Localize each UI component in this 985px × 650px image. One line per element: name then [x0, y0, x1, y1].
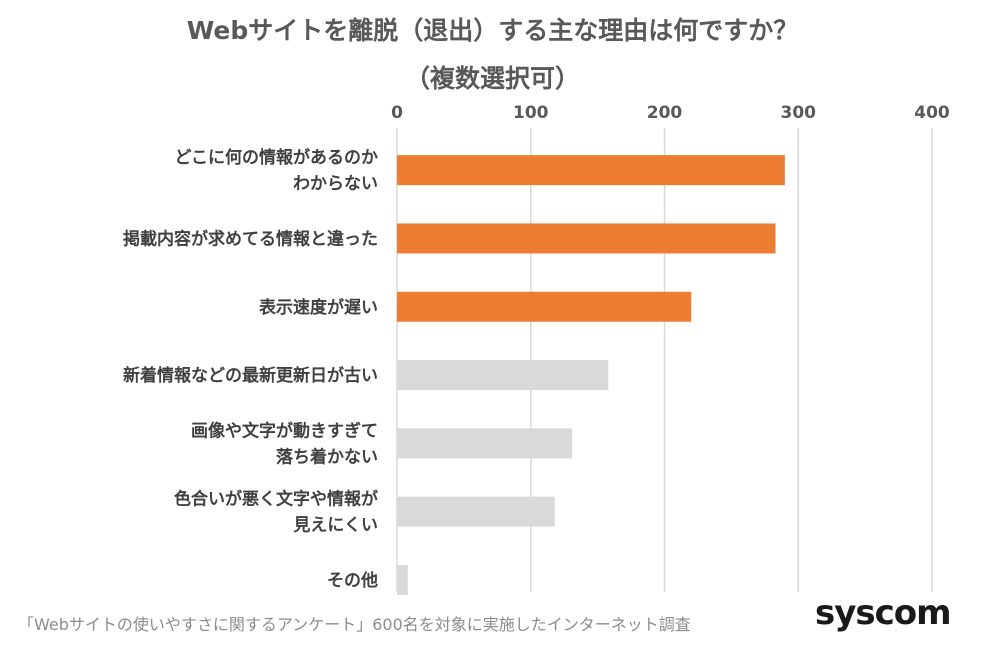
category-label-0-0: どこに何の情報があるのか [175, 147, 379, 168]
bar-4 [397, 428, 573, 459]
category-label-2-0: 表示速度が遅い [259, 297, 378, 318]
bar-0 [397, 155, 785, 186]
tick-label-0: 0 [391, 103, 403, 123]
bar-3 [397, 360, 609, 391]
category-label-0-1: わからない [293, 174, 378, 194]
tick-label-300: 300 [781, 103, 817, 123]
tick-label-200: 200 [647, 103, 683, 123]
category-label-4-1: 落ち着かない [276, 446, 378, 467]
category-label-4-0: 画像や文字が動きすぎて [191, 420, 378, 441]
chart-title-line-2: （複数選択可） [404, 64, 580, 93]
category-label-6-0: その他 [327, 570, 378, 591]
category-label-5-0: 色合いが悪く文字や情報が [174, 489, 378, 510]
category-label-1-0: 掲載内容が求めてる情報と違った [123, 228, 378, 249]
bar-5 [397, 496, 555, 527]
bar-2 [397, 291, 692, 322]
category-label-3-0: 新着情報などの最新更新日が古い [123, 365, 378, 386]
category-label-5-1: 見えにくい [292, 516, 378, 536]
tick-label-400: 400 [914, 103, 950, 123]
bar-6 [397, 564, 408, 595]
survey-footnote: 「Webサイトの使いやすさに関するアンケート」600名を対象に実施したインターネ… [18, 615, 691, 634]
bar-1 [397, 223, 776, 254]
chart-title-line-1: Webサイトを離脱（退出）する主な理由は何ですか？ [186, 16, 799, 45]
syscom-logo: syscom [815, 593, 952, 633]
tick-label-100: 100 [513, 103, 549, 123]
